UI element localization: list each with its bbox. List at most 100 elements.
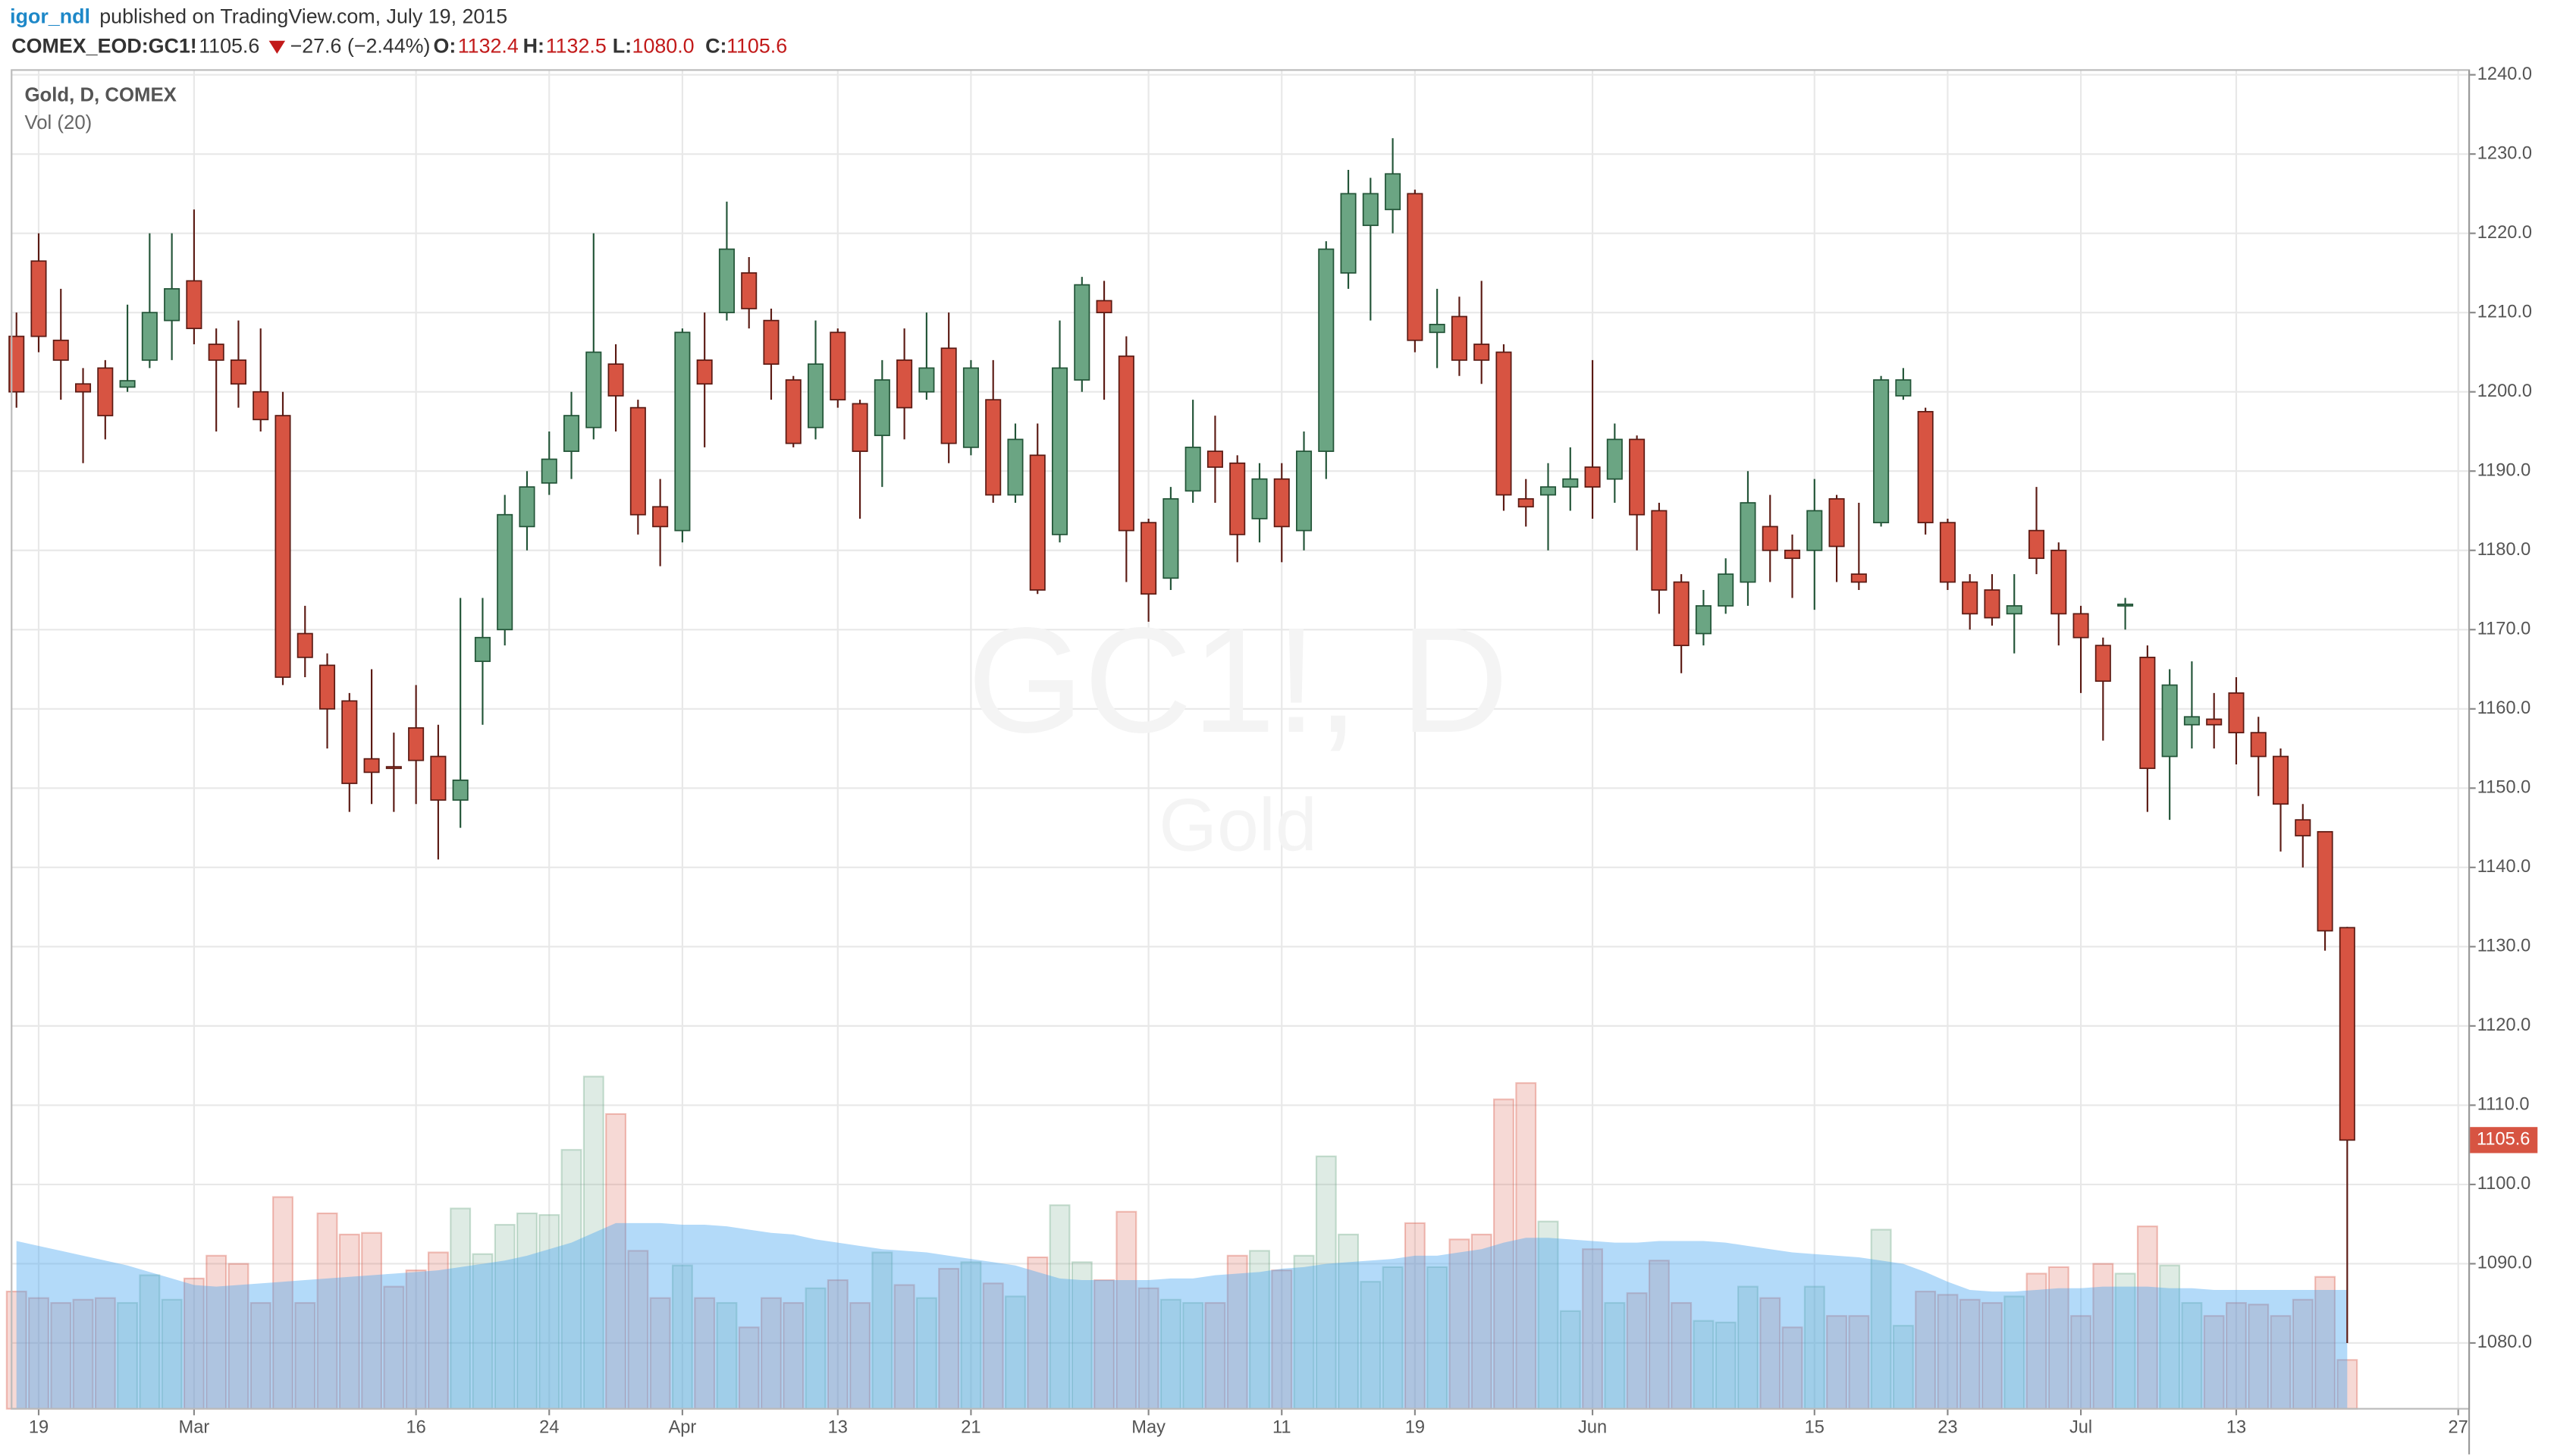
down-arrow (268, 40, 286, 54)
candle-body (230, 359, 246, 385)
candle-body (2161, 684, 2178, 758)
open-label: O: (434, 34, 457, 57)
y-tick-label: 1090.0 (2477, 1254, 2532, 1273)
candle-body (119, 380, 136, 388)
low-label: L: (613, 34, 632, 57)
y-tick-label: 1230.0 (2477, 143, 2532, 163)
close-label: C: (705, 34, 726, 57)
candle-body (1029, 454, 1046, 591)
volume-bar (1737, 1285, 1759, 1410)
candle-body (2050, 549, 2067, 615)
y-tick-label: 1140.0 (2477, 857, 2530, 877)
volume-bar (783, 1302, 805, 1410)
candle-body (1473, 344, 1490, 361)
candle-body (696, 359, 713, 385)
candle-body (1939, 522, 1956, 583)
volume-bar (1870, 1228, 1892, 1410)
candle-body (808, 363, 824, 428)
y-tick-label: 1130.0 (2477, 937, 2530, 956)
volume-bar (405, 1269, 427, 1410)
candle-body (563, 415, 580, 452)
volume-bar (1803, 1285, 1825, 1410)
y-tick-label: 1160.0 (2477, 698, 2530, 718)
y-tick-label: 1220.0 (2477, 223, 2532, 243)
candle-body (1052, 367, 1068, 535)
symbol: COMEX_EOD:GC1! (11, 34, 196, 57)
candle-body (2139, 656, 2156, 770)
candle-body (1629, 438, 1646, 516)
candle-body (1584, 466, 1601, 488)
volume-bar (1759, 1297, 1781, 1410)
y-tick-label: 1240.0 (2477, 64, 2532, 84)
candle-body (97, 367, 114, 416)
candle-body (474, 636, 491, 662)
change: −27.6 (−2.44%) (290, 34, 431, 57)
y-tick-label: 1170.0 (2477, 620, 2530, 639)
candle-body (208, 344, 224, 361)
volume-bar (1826, 1315, 1848, 1410)
candle-body (1762, 526, 1778, 551)
candle-body (452, 780, 469, 801)
volume-bar (1426, 1266, 1448, 1410)
candle-body (1984, 589, 2000, 619)
candle-body (1385, 173, 1401, 211)
volume-bar (1693, 1320, 1715, 1410)
candle-body (275, 415, 291, 678)
candle-body (1273, 478, 1290, 528)
volume-bar (383, 1285, 405, 1410)
x-tick-label: 21 (961, 1418, 980, 1438)
candle-body (164, 287, 180, 322)
volume-bar (1981, 1302, 2003, 1410)
published: published on TradingView.com, July 19, 2… (99, 5, 507, 28)
watermark: GC1!, D (968, 596, 1509, 764)
volume-bar (272, 1196, 293, 1410)
plot: 1080.0 1090.0 1100.0 1110.0 1120.0 1130.0 1140… (5, 64, 2538, 1454)
candle-body (2006, 605, 2022, 615)
candle-body (541, 458, 557, 484)
y-tick-label: 1150.0 (2477, 778, 2530, 798)
candle-body (896, 359, 913, 409)
author[interactable]: igor_ndl (10, 5, 90, 28)
candle-body (1539, 486, 1557, 496)
volume-bar (1315, 1155, 1337, 1410)
volume-bar (1537, 1220, 1559, 1410)
volume-bar (1848, 1315, 1870, 1410)
candle-body (1673, 581, 1690, 647)
volume-bar (1360, 1281, 1382, 1410)
candle-body (718, 248, 735, 314)
volume-bar (427, 1251, 449, 1410)
candle-body (1074, 284, 1090, 381)
volume-bar (849, 1302, 871, 1410)
volume-bar (1115, 1210, 1137, 1410)
volume-bar (227, 1263, 249, 1410)
volume-bar (2336, 1359, 2358, 1410)
volume-bar (183, 1277, 205, 1410)
candle-body (852, 403, 868, 452)
volume-bar (538, 1214, 560, 1410)
candle-body (1740, 502, 1756, 583)
volume-bar (2003, 1295, 2025, 1410)
candle-body (1206, 450, 1223, 468)
candle-body (1184, 447, 1201, 492)
candle-body (1562, 478, 1579, 488)
candle-body (1917, 410, 1934, 524)
candle-body (763, 319, 780, 365)
candle-body (918, 367, 935, 393)
y-tick-label: 1120.0 (2477, 1015, 2530, 1035)
candle-body (1850, 573, 1867, 583)
legend-title: Gold, D, COMEX (24, 85, 176, 106)
volume-bar (982, 1282, 1004, 1410)
volume-bar (1493, 1098, 1514, 1410)
y-tick-label: 1110.0 (2477, 1095, 2530, 1115)
candle-body (1295, 450, 1313, 532)
candle-body (1007, 438, 1024, 496)
candle-body (1118, 355, 1134, 532)
candle-body (2206, 718, 2223, 726)
y-tick-label: 1080.0 (2477, 1332, 2532, 1352)
volume-bar (249, 1302, 271, 1410)
volume-bar (472, 1253, 494, 1410)
volume-bar (1049, 1204, 1071, 1410)
candle-body (1828, 497, 1845, 548)
candle-body (385, 766, 402, 770)
last-price-label: 1105.6 (2477, 1130, 2530, 1150)
